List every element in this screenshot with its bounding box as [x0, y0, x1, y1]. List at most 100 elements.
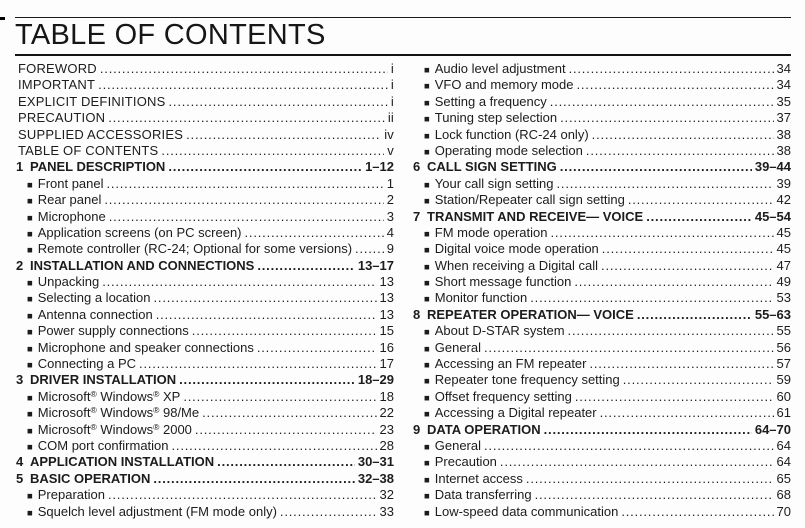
- toc-entry-section: FM mode operation 45: [412, 225, 791, 241]
- dot-leader: [245, 225, 384, 241]
- toc-entry-section: Your call sign setting 39: [412, 176, 791, 192]
- toc-entry-section: Squelch level adjustment (FM mode only) 3…: [15, 504, 394, 520]
- dot-leader: [153, 471, 354, 487]
- toc-entry-chapter: 2 INSTALLATION AND CONNECTIONS 13–17: [15, 258, 394, 274]
- toc-entry-section: COM port confirmation 28: [15, 438, 394, 454]
- dot-leader: [109, 209, 384, 225]
- dot-leader: [550, 94, 774, 110]
- chapter-number: 4: [16, 454, 24, 470]
- header-rule-top: [15, 17, 791, 18]
- entry-page-number: 9: [386, 241, 394, 257]
- entry-page-number: 61: [776, 405, 791, 421]
- entry-page-number: 33: [379, 503, 394, 519]
- entry-page-number: 45–54: [754, 208, 791, 224]
- toc-entry-section: About D-STAR system 55: [412, 323, 791, 339]
- entry-page-number: 55–63: [754, 306, 791, 322]
- entry-page-number: 45: [776, 224, 791, 240]
- entry-page-number: v: [387, 142, 394, 158]
- entry-page-number: 1–12: [365, 159, 394, 175]
- entry-label: Repeater tone frequency setting: [434, 372, 620, 388]
- entry-label: About D-STAR system: [434, 323, 565, 339]
- entry-label: Data transferring: [434, 487, 532, 503]
- entry-label: TABLE OF CONTENTS: [18, 142, 159, 158]
- entry-label: Internet access: [434, 470, 523, 486]
- entry-page-number: 34: [776, 77, 791, 93]
- entry-label: Tuning step selection: [434, 110, 558, 126]
- dot-leader: [186, 127, 381, 143]
- toc-entry-section: Digital voice mode operation 45: [412, 241, 791, 257]
- section-bullet-icon: [424, 504, 430, 522]
- entry-label: REPEATER OPERATION— VOICE: [427, 306, 634, 322]
- entry-label: Microphone and speaker connections: [37, 339, 254, 355]
- entry-page-number: 47: [776, 257, 791, 273]
- entry-label: BASIC OPERATION: [30, 470, 151, 486]
- entry-label: Short message function: [434, 274, 572, 290]
- dot-leader: [257, 258, 354, 274]
- dot-leader: [500, 454, 774, 470]
- entry-page-number: 38: [776, 126, 791, 142]
- toc-entry-section: Tuning step selection 37: [412, 110, 791, 126]
- entry-page-number: 3: [386, 208, 394, 224]
- entry-page-number: i: [390, 77, 394, 93]
- toc-entry-section: Low-speed data communication 70: [412, 504, 791, 520]
- dot-leader: [623, 372, 774, 388]
- entry-label: PANEL DESCRIPTION: [30, 159, 166, 175]
- dot-leader: [526, 471, 774, 487]
- toc-entry-front: FOREWORD i: [15, 61, 394, 77]
- entry-label: APPLICATION INSTALLATION: [30, 454, 215, 470]
- entry-label: Connecting a PC: [37, 356, 137, 372]
- entry-page-number: 39: [776, 175, 791, 191]
- entry-page-number: 45: [776, 241, 791, 257]
- dot-leader: [195, 422, 377, 438]
- dot-leader: [183, 389, 376, 405]
- entry-page-number: 13: [379, 290, 394, 306]
- entry-label: Lock function (RC-24 only): [434, 126, 589, 142]
- entry-label: Preparation: [37, 487, 105, 503]
- entry-page-number: 55: [776, 323, 791, 339]
- toc-entry-section: Monitor function 53: [412, 290, 791, 306]
- dot-leader: [108, 487, 377, 503]
- dot-leader: [592, 127, 774, 143]
- entry-page-number: 13: [379, 274, 394, 290]
- entry-page-number: 49: [776, 274, 791, 290]
- entry-label: Front panel: [37, 175, 104, 191]
- registered-trademark: ®: [153, 388, 160, 399]
- dot-leader: [484, 438, 774, 454]
- entry-page-number: 13–17: [357, 257, 394, 273]
- dot-leader: [586, 143, 774, 159]
- dot-leader: [139, 356, 377, 372]
- toc-entry-section: Microphone 3: [15, 209, 394, 225]
- entry-page-number: 57: [776, 356, 791, 372]
- entry-page-number: 15: [379, 323, 394, 339]
- toc-entry-section: When receiving a Digital call 47: [412, 258, 791, 274]
- dot-leader: [156, 307, 377, 323]
- toc-entry-section: Microsoft® Windows® 2000 23: [15, 422, 394, 438]
- entry-label: IMPORTANT: [18, 77, 96, 93]
- entry-label: Microsoft® Windows® 98/Me: [37, 405, 200, 421]
- chapter-number: 5: [16, 470, 24, 486]
- chapter-number: 7: [413, 208, 421, 224]
- registered-trademark: ®: [153, 405, 160, 416]
- entry-label: Squelch level adjustment (FM mode only): [37, 503, 277, 519]
- toc-entry-chapter: 3 DRIVER INSTALLATION 18–29: [15, 372, 394, 388]
- entry-page-number: 4: [386, 224, 394, 240]
- entry-page-number: 65: [776, 470, 791, 486]
- header-rule-bottom: [15, 54, 791, 56]
- toc-column-left: FOREWORD i IMPORTANT i EXPLICIT DEFINITIONS i…: [15, 61, 394, 520]
- toc-entry-section: Microsoft® Windows® XP 18: [15, 389, 394, 405]
- entry-label: Station/Repeater call sign setting: [434, 192, 625, 208]
- entry-label: Monitor function: [434, 290, 528, 306]
- dot-leader: [217, 454, 355, 470]
- entry-label: PRECAUTION: [18, 110, 106, 126]
- entry-label: CALL SIGN SETTING: [427, 159, 557, 175]
- toc-entry-section: Selecting a location 13: [15, 290, 394, 306]
- toc-entry-section: Application screens (on PC screen) 4: [15, 225, 394, 241]
- dot-leader: [637, 307, 752, 323]
- toc-body: FOREWORD i IMPORTANT i EXPLICIT DEFINITIONS i…: [15, 61, 791, 520]
- dot-leader: [104, 192, 383, 208]
- entry-page-number: 32–38: [357, 470, 394, 486]
- chapter-number: 8: [413, 306, 421, 322]
- entry-label: When receiving a Digital call: [434, 257, 599, 273]
- dot-leader: [202, 405, 376, 421]
- entry-label: Accessing an FM repeater: [434, 356, 587, 372]
